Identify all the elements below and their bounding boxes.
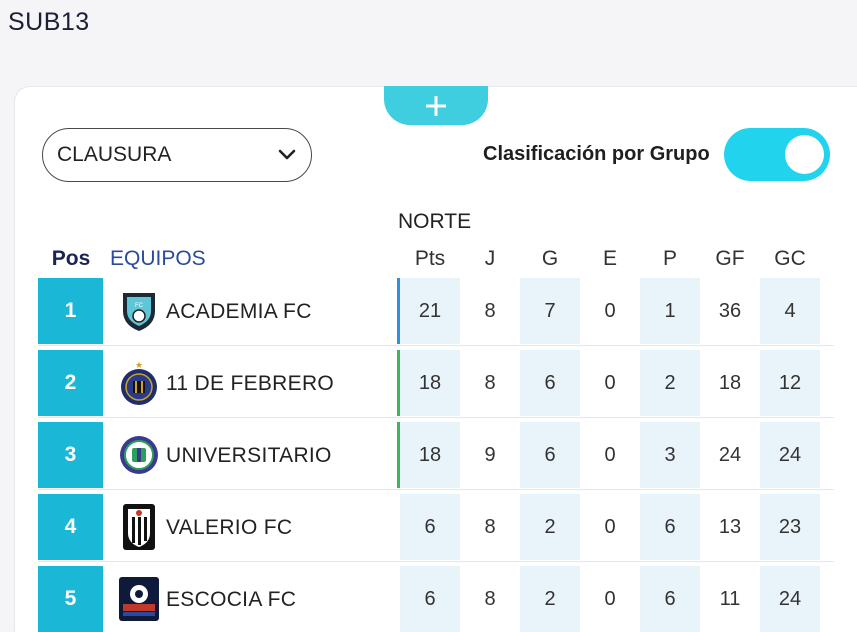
group-toggle-label: Clasificación por Grupo <box>483 143 710 165</box>
stat-gf: 13 <box>718 515 742 538</box>
position-cell: 2 <box>38 350 103 416</box>
stat-pts: 18 <box>400 422 460 488</box>
season-select[interactable]: CLAUSURA <box>42 128 312 182</box>
header-p: P <box>662 247 677 270</box>
stat-g: 2 <box>520 566 580 632</box>
position-cell: 5 <box>38 566 103 632</box>
season-select-value: CLAUSURA <box>57 143 172 166</box>
stat-j: 8 <box>484 515 496 538</box>
position-cell: 1 <box>38 278 103 344</box>
team-logo <box>118 576 160 622</box>
header-pos: Pos <box>51 247 91 270</box>
stat-gc: 23 <box>760 494 820 560</box>
team-name: 11 DE FEBRERO <box>166 372 335 395</box>
team-name: UNIVERSITARIO <box>166 444 332 467</box>
stat-j: 8 <box>484 371 496 394</box>
round-crest-logo-icon <box>120 436 158 474</box>
stat-gf: 18 <box>718 371 742 394</box>
header-j: J <box>484 247 496 270</box>
position-cell: 4 <box>38 494 103 560</box>
group-name: NORTE <box>398 210 472 233</box>
page-title: SUB13 <box>8 8 90 36</box>
stat-p: 6 <box>640 566 700 632</box>
stat-p: 3 <box>640 422 700 488</box>
stat-j: 8 <box>484 299 496 322</box>
team-name: ESCOCIA FC <box>166 588 297 611</box>
stat-j: 8 <box>484 587 496 610</box>
position-cell: 3 <box>38 422 103 488</box>
toggle-knob <box>785 135 824 174</box>
chevron-down-icon <box>278 149 296 160</box>
stat-gc: 24 <box>760 422 820 488</box>
zone-indicator <box>397 350 400 416</box>
zone-indicator <box>397 422 400 488</box>
stat-pts: 18 <box>400 350 460 416</box>
team-logo <box>118 432 160 478</box>
zone-indicator <box>397 278 400 344</box>
stat-e: 0 <box>604 587 616 610</box>
stat-g: 2 <box>520 494 580 560</box>
stat-gc: 24 <box>760 566 820 632</box>
stat-g: 7 <box>520 278 580 344</box>
stat-g: 6 <box>520 350 580 416</box>
stat-pts: 6 <box>400 566 460 632</box>
header-e: E <box>602 247 617 270</box>
group-toggle[interactable] <box>724 128 830 181</box>
team-logo: FC <box>118 288 160 334</box>
svg-text:★: ★ <box>135 361 143 371</box>
header-g: G <box>541 247 559 270</box>
stat-e: 0 <box>604 443 616 466</box>
table-row[interactable]: 1 FC ACADEMIA FC 21 8 7 0 1 36 4 <box>38 278 834 346</box>
stat-p: 1 <box>640 278 700 344</box>
stat-gc: 12 <box>760 350 820 416</box>
header-gc: GC <box>774 247 806 270</box>
team-name: VALERIO FC <box>166 516 293 539</box>
table-row[interactable]: 4 VALERIO FC 6 8 2 0 6 13 23 <box>38 494 834 562</box>
stat-gf: 11 <box>719 587 741 610</box>
team-logo: ★ <box>118 360 160 406</box>
stat-j: 9 <box>484 443 496 466</box>
shield-logo-icon: FC <box>123 293 155 331</box>
team-logo <box>118 504 160 550</box>
square-badge-logo-icon <box>119 577 159 621</box>
stat-e: 0 <box>604 515 616 538</box>
header-team: EQUIPOS <box>110 247 206 270</box>
stat-gc: 4 <box>760 278 820 344</box>
add-button[interactable] <box>384 86 488 125</box>
stat-e: 0 <box>604 371 616 394</box>
round-crest-logo-icon: ★ <box>121 361 157 405</box>
stat-g: 6 <box>520 422 580 488</box>
header-pts: Pts <box>414 247 446 270</box>
plus-icon <box>426 95 446 116</box>
stat-p: 6 <box>640 494 700 560</box>
header-gf: GF <box>715 247 745 270</box>
table-row[interactable]: 2 ★ 11 DE FEBRERO 18 8 6 0 2 18 12 <box>38 350 834 418</box>
stat-e: 0 <box>604 299 616 322</box>
stat-pts: 6 <box>400 494 460 560</box>
svg-text:FC: FC <box>135 303 144 309</box>
stat-pts: 21 <box>400 278 460 344</box>
table-row[interactable]: 5 ESCOCIA FC 6 8 2 0 6 11 24 <box>38 566 834 632</box>
stat-p: 2 <box>640 350 700 416</box>
stat-gf: 36 <box>718 299 742 322</box>
striped-shield-logo-icon <box>123 504 155 550</box>
team-name: ACADEMIA FC <box>166 300 312 323</box>
stat-gf: 24 <box>718 443 742 466</box>
table-row[interactable]: 3 UNIVERSITARIO 18 9 6 0 3 24 24 <box>38 422 834 490</box>
